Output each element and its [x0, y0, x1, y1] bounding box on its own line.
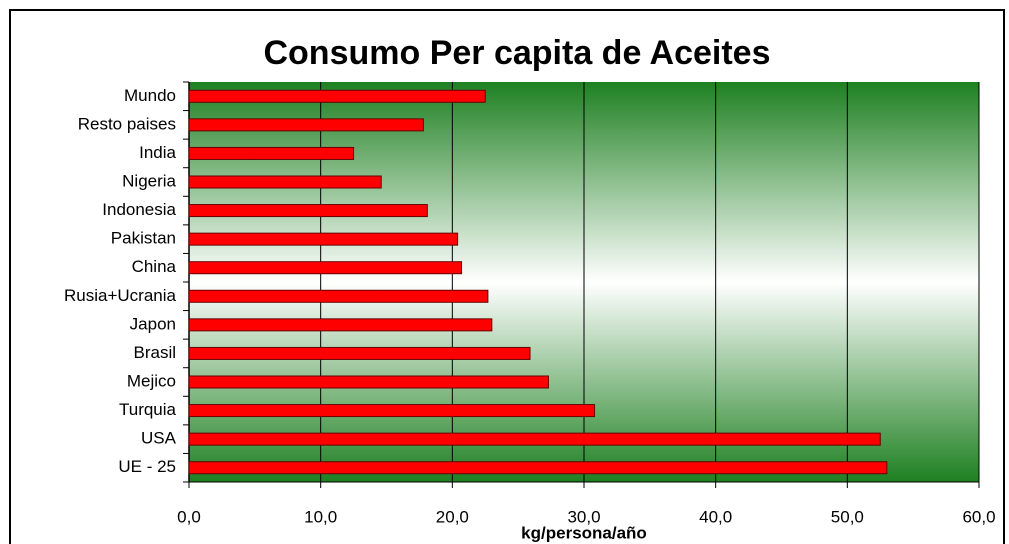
bar [188, 261, 463, 275]
x-axis-label: kg/persona/año [521, 523, 647, 542]
y-tick-label: Nigeria [122, 171, 176, 190]
y-tick-label: Mejico [127, 371, 176, 390]
y-tick-label: Turquia [119, 400, 177, 419]
bar [188, 289, 489, 303]
y-tick-label: India [139, 143, 176, 162]
bar [188, 175, 382, 189]
y-tick-label: Brasil [133, 343, 176, 362]
x-tick-label: 40,0 [699, 507, 732, 526]
y-tick-label: Rusia+Ucrania [64, 286, 177, 305]
chart-title: Consumo Per capita de Aceites [263, 34, 770, 72]
bar [188, 318, 493, 332]
y-tick-label: Mundo [124, 86, 176, 105]
bar [188, 404, 596, 418]
y-tick-label: Indonesia [102, 200, 176, 219]
y-tick-label: Resto paises [78, 114, 176, 133]
x-tick-label: 0,0 [177, 507, 201, 526]
bar [188, 146, 355, 160]
y-tick-label: Japon [130, 314, 176, 333]
y-tick-label: China [132, 257, 177, 276]
y-tick-label: UE - 25 [118, 457, 176, 476]
bar [188, 89, 486, 103]
bar [188, 118, 424, 132]
y-tick-label: USA [141, 429, 177, 448]
x-tick-label: 30,0 [567, 507, 600, 526]
bar [188, 204, 428, 218]
bar [188, 375, 549, 389]
bar [188, 346, 531, 360]
x-tick-label: 50,0 [831, 507, 864, 526]
bar [188, 461, 888, 475]
x-tick-label: 60,0 [962, 507, 995, 526]
y-tick-label: Pakistan [111, 229, 176, 248]
bar [188, 232, 459, 246]
x-tick-label: 20,0 [436, 507, 469, 526]
x-tick-label: 10,0 [304, 507, 337, 526]
bar [188, 432, 881, 446]
